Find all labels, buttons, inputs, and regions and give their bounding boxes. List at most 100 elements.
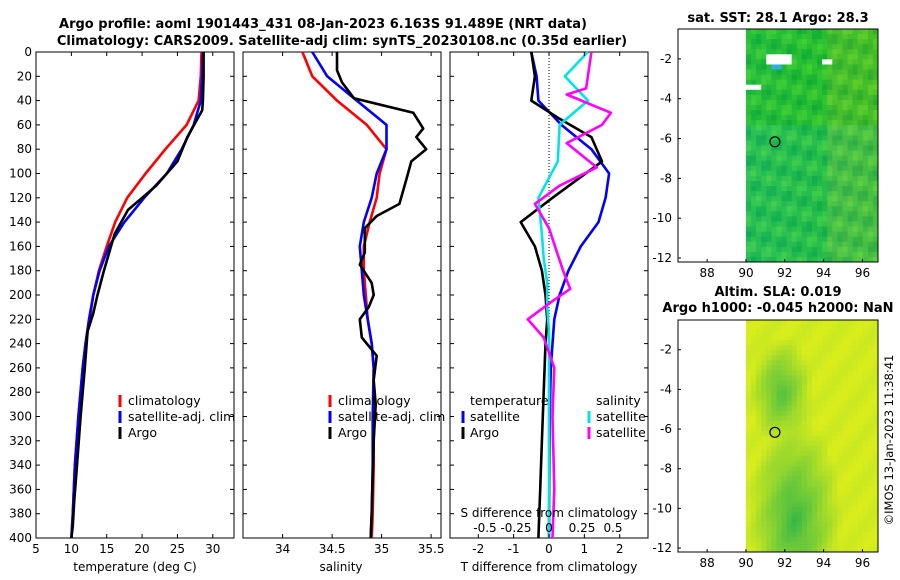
map-cell [847,541,854,548]
map-cell [862,94,869,101]
map-cell [811,340,818,346]
map-cell [745,84,752,91]
map-cell [776,461,783,467]
map-cell [791,481,798,487]
map-cell [827,39,833,45]
map-cell [817,231,823,238]
map-cell [827,390,833,397]
map-cell [776,325,783,331]
map-cell [822,330,828,336]
map-cell [862,360,869,366]
map-cell [796,536,803,543]
map-cell [827,446,833,452]
map-cell [786,201,793,207]
y-tick-label: -12 [652,541,672,555]
map-cell [766,180,772,187]
map-cell [796,34,803,40]
map-cell [761,430,767,437]
map-cell [862,400,869,407]
map-cell [842,436,849,442]
map-cell [751,231,757,238]
map-cell [745,546,752,553]
map-cell [852,436,859,442]
map-cell [761,110,767,116]
map-cell [817,135,823,141]
x-tick-label: 34.5 [319,542,346,556]
map-cell [822,226,828,233]
map-cell [867,350,874,356]
map-cell [837,59,843,65]
map-cell [811,145,818,152]
map-cell [806,216,813,222]
map-cell [791,541,798,548]
map-cell [806,59,813,65]
map-cell [837,246,843,253]
map-cell [761,201,767,207]
map-cell [796,175,803,182]
map-cell [745,405,752,412]
map-cell [745,441,752,447]
map-cell [766,79,772,86]
map-cell [801,395,808,402]
map-cell [801,410,808,417]
map-cell [872,145,879,152]
map-cell [811,170,818,177]
y-tick-label: -10 [652,211,672,225]
map-cell [847,511,854,518]
map-cell [801,511,808,518]
map-cell [771,120,777,126]
map-cell [822,155,828,162]
map-cell [791,186,798,192]
map-cell [781,84,788,91]
map-cell [857,330,864,336]
map-cell [781,541,788,548]
map-cell [766,375,772,382]
map-cell [771,486,777,492]
map-cell [745,345,752,351]
map-cell [776,44,783,50]
map-cell [847,476,854,482]
map-cell [817,531,823,538]
map-cell [811,69,818,76]
map-cell [817,370,823,376]
map-cell [756,451,762,457]
map-cell [857,84,864,91]
map-cell [842,251,849,258]
map-cell [872,506,879,513]
map-cell [806,541,813,548]
map-cell [751,395,757,402]
map-cell [811,120,818,126]
map-cell [751,456,757,462]
legend-label-temp-satellite: satellite [470,409,520,424]
y-tick-label: 60 [17,118,32,132]
map-cell [867,461,874,467]
map-cell [776,115,783,121]
map-cell [862,415,869,422]
map-cell [761,370,767,376]
map-cell [827,120,833,126]
map-cell [817,74,823,81]
series-line-argo [335,52,428,539]
map-cell [857,180,864,187]
map-cell [745,196,752,202]
map-cell [862,380,869,387]
map-cell [801,54,808,60]
map-cell [857,160,864,167]
map-cell [827,226,833,233]
map-cell [781,74,788,81]
map-cell [822,104,828,111]
map-cell [791,521,798,528]
map-cell [756,476,762,482]
map-cell [837,165,843,172]
map-cell [811,511,818,518]
map-cell [761,476,767,482]
map-cell [827,206,833,212]
map-cell [786,99,793,106]
map-cell [761,29,767,35]
map-cell [852,120,859,126]
map-cell [801,461,808,467]
map-cell [842,191,849,197]
map-cell [766,325,772,331]
map-cell [862,251,869,258]
temperature-legend: climatology satellite-adj. clim Argo [118,393,235,440]
